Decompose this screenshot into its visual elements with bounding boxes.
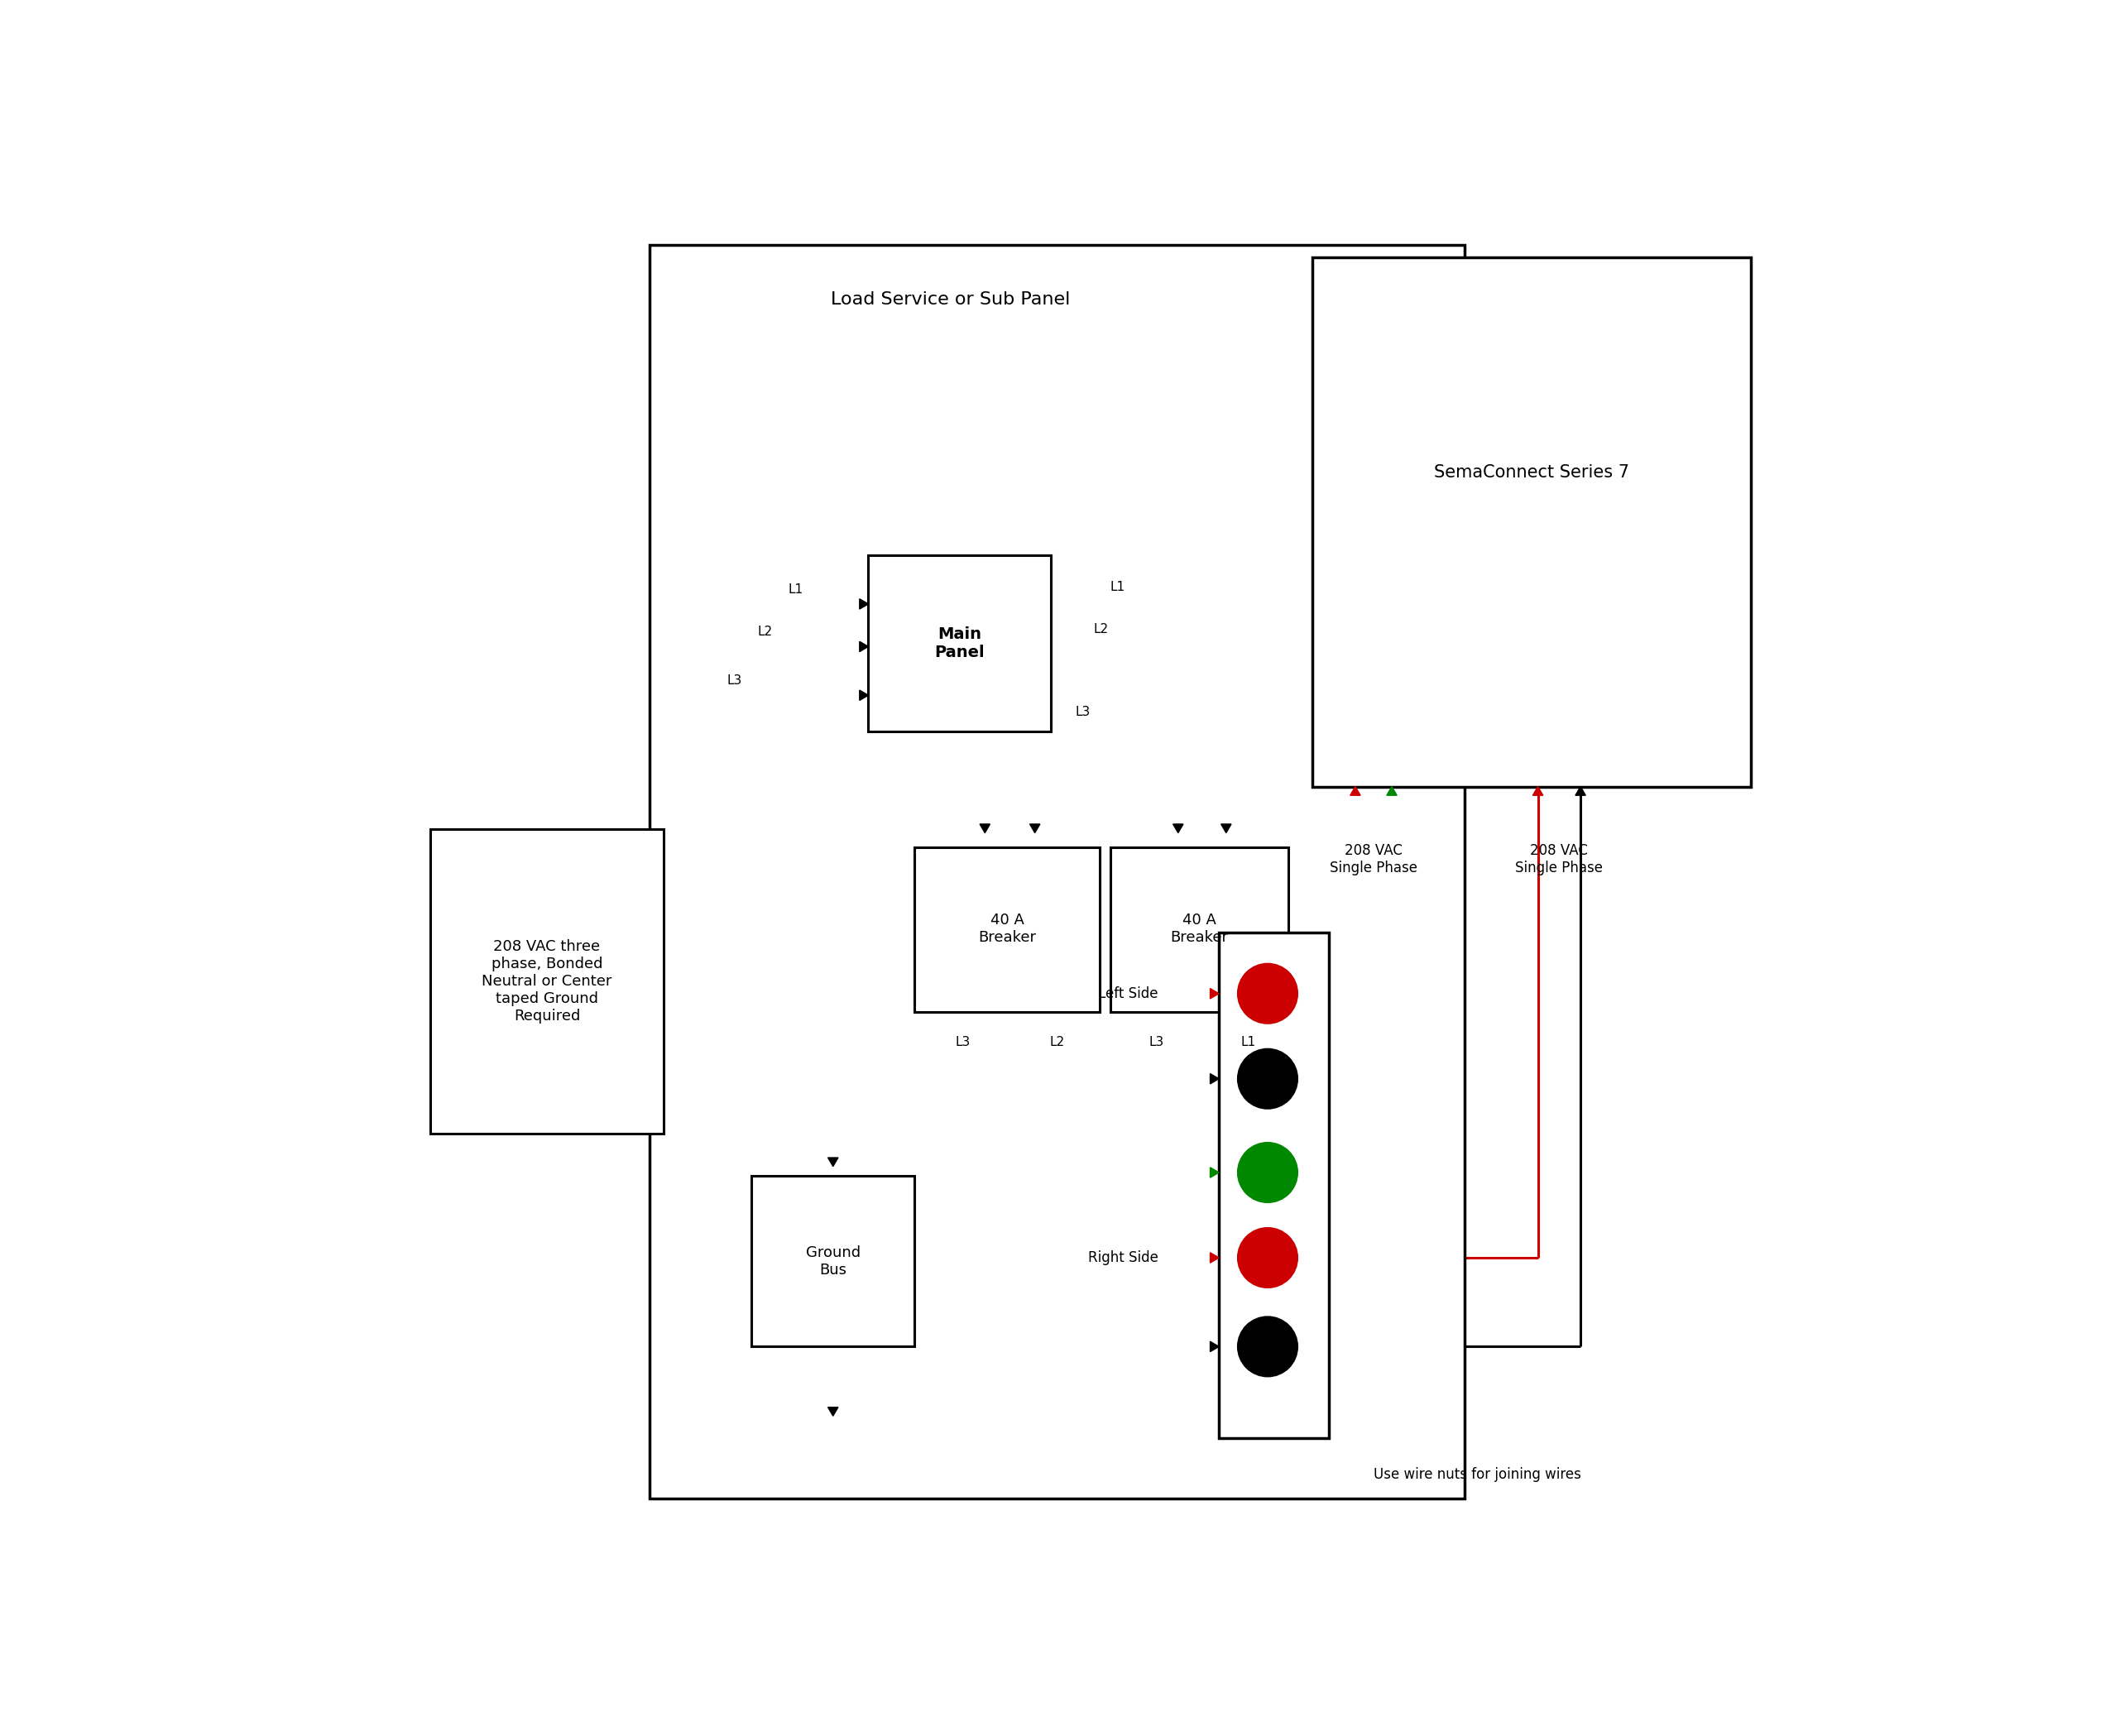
Polygon shape [1222,825,1232,833]
Polygon shape [979,825,990,833]
Polygon shape [827,1158,838,1167]
Polygon shape [1350,786,1361,795]
Text: 208 VAC
Single Phase: 208 VAC Single Phase [1515,844,1604,875]
Polygon shape [1211,1073,1220,1083]
Text: L1: L1 [787,583,802,595]
Polygon shape [859,691,869,700]
Text: L3: L3 [726,675,743,687]
Polygon shape [859,642,869,651]
Polygon shape [1211,1342,1220,1352]
Bar [751,1177,914,1347]
Text: 208 VAC three
phase, Bonded
Neutral or Center
taped Ground
Required: 208 VAC three phase, Bonded Neutral or C… [481,939,612,1023]
Bar [914,847,1099,1012]
Bar [650,245,1464,1498]
Text: SemaConnect Series 7: SemaConnect Series 7 [1435,464,1629,481]
Polygon shape [1211,1167,1220,1177]
Text: L1: L1 [1241,1036,1255,1049]
Text: L2: L2 [1049,1036,1063,1049]
Text: Right Side: Right Side [1089,1250,1158,1266]
Text: L1: L1 [1110,582,1125,594]
Bar [869,556,1051,733]
Text: L3: L3 [956,1036,971,1049]
Text: Load Service or Sub Panel: Load Service or Sub Panel [831,292,1070,307]
Text: L2: L2 [757,625,772,639]
Text: 40 A
Breaker: 40 A Breaker [1171,913,1228,944]
Polygon shape [1211,1253,1220,1262]
Circle shape [1239,1229,1298,1286]
Polygon shape [1576,786,1585,795]
Polygon shape [1532,786,1542,795]
Text: 208 VAC
Single Phase: 208 VAC Single Phase [1329,844,1418,875]
Circle shape [1239,963,1298,1023]
Text: Use wire nuts for joining wires: Use wire nuts for joining wires [1374,1467,1580,1483]
Circle shape [1239,1144,1298,1201]
Polygon shape [1173,825,1184,833]
Text: L2: L2 [1093,623,1108,635]
Polygon shape [1386,786,1397,795]
Polygon shape [827,1408,838,1417]
Polygon shape [859,599,869,609]
Bar [1220,932,1329,1437]
Polygon shape [1211,988,1220,998]
Text: Left Side: Left Side [1097,986,1158,1002]
Polygon shape [1030,825,1040,833]
Text: Ground
Bus: Ground Bus [806,1245,861,1278]
Circle shape [1239,1050,1298,1108]
Bar [1312,257,1751,786]
Text: 40 A
Breaker: 40 A Breaker [979,913,1036,944]
Text: L3: L3 [1076,707,1091,719]
Bar [1110,847,1289,1012]
Text: Main
Panel: Main Panel [935,627,985,660]
Circle shape [1239,1318,1298,1377]
Text: L3: L3 [1148,1036,1165,1049]
Bar [430,830,665,1134]
